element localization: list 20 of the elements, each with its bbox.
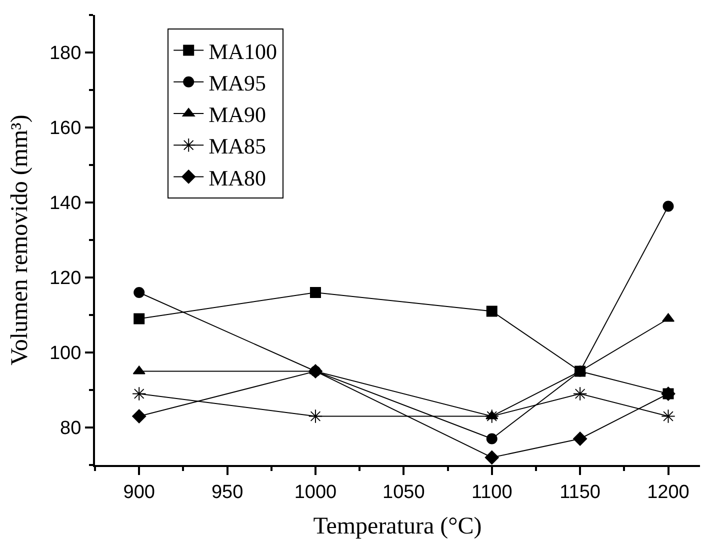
x-tick-label: 1050 xyxy=(382,482,425,503)
x-axis-title: Temperatura (°C) xyxy=(313,514,482,540)
x-tick-label: 1150 xyxy=(560,482,600,503)
y-tick-label: 120 xyxy=(49,268,82,290)
x-tick-label: 1100 xyxy=(471,482,512,503)
y-tick-label: 160 xyxy=(49,118,82,140)
legend-label: MA100 xyxy=(208,38,278,64)
y-tick-label: 100 xyxy=(49,343,82,364)
legend-label: MA80 xyxy=(208,165,266,190)
y-tick-label: 180 xyxy=(49,43,82,64)
x-tick-label: 1000 xyxy=(294,482,337,503)
legend-label: MA85 xyxy=(208,134,266,159)
legend-label: MA95 xyxy=(208,70,266,96)
y-tick-label: 80 xyxy=(60,418,82,440)
y-axis-title: Volumen removido (mm³) xyxy=(7,114,34,366)
x-tick-label: 1200 xyxy=(647,482,690,503)
y-tick-label: 140 xyxy=(49,193,82,214)
x-tick-label: 950 xyxy=(211,482,244,503)
legend-label: MA90 xyxy=(208,102,266,128)
x-tick-label: 900 xyxy=(123,482,155,503)
